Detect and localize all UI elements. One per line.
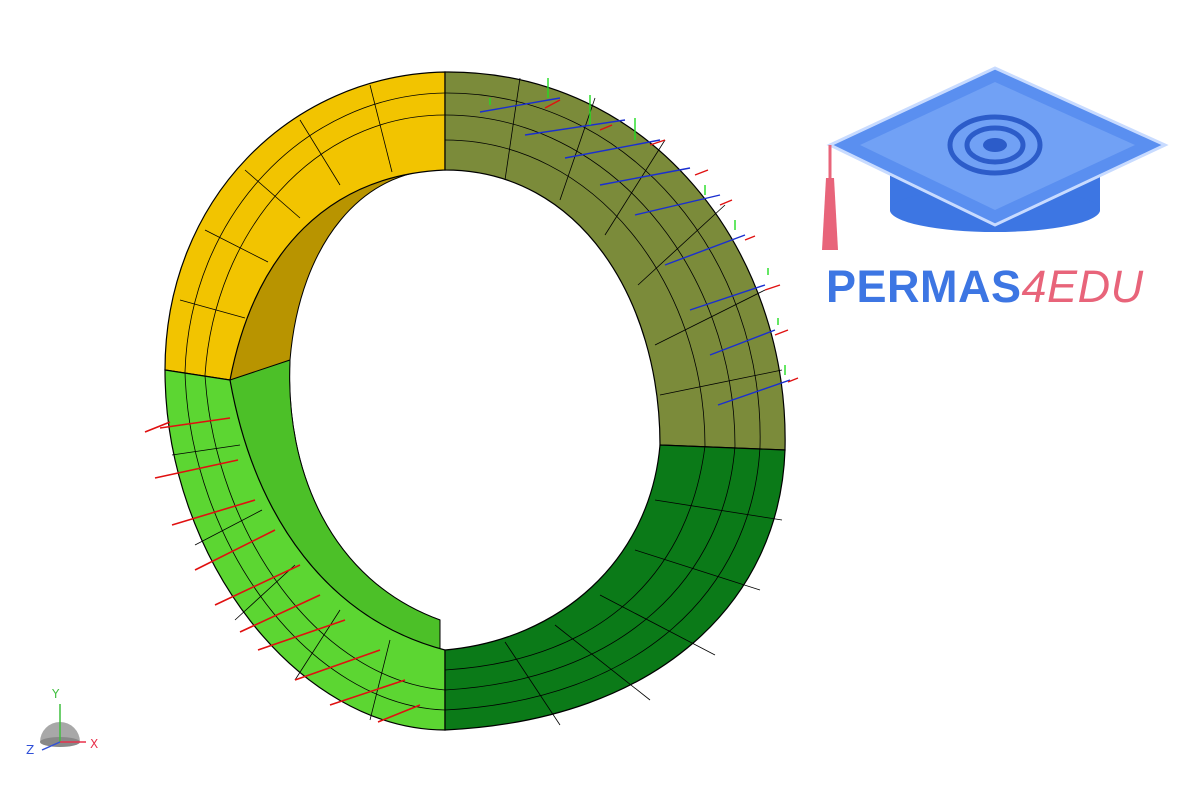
permas4edu-logo: PERMAS4EDU bbox=[800, 60, 1180, 330]
boundary-condition-markers bbox=[479, 78, 799, 406]
graduation-cap-icon bbox=[822, 66, 1169, 250]
axis-triad[interactable]: Y X Z bbox=[22, 686, 112, 766]
axis-y-label: Y bbox=[52, 687, 60, 701]
ring-segment-bottom-right[interactable] bbox=[444, 444, 786, 731]
logo-brand-main: PERMAS bbox=[826, 261, 1022, 312]
logo-brand-accent: 4EDU bbox=[1021, 261, 1144, 312]
logo-wordmark: PERMAS4EDU bbox=[826, 264, 1144, 309]
ring-segment-top-right[interactable] bbox=[444, 71, 786, 451]
ring-segment-top-left[interactable] bbox=[164, 71, 446, 381]
pressure-load-arrows bbox=[144, 417, 421, 723]
axis-triad-icon bbox=[40, 704, 86, 751]
axis-z-label: Z bbox=[26, 743, 35, 757]
mesh-lines bbox=[171, 77, 783, 726]
axis-x-label: X bbox=[90, 737, 99, 751]
